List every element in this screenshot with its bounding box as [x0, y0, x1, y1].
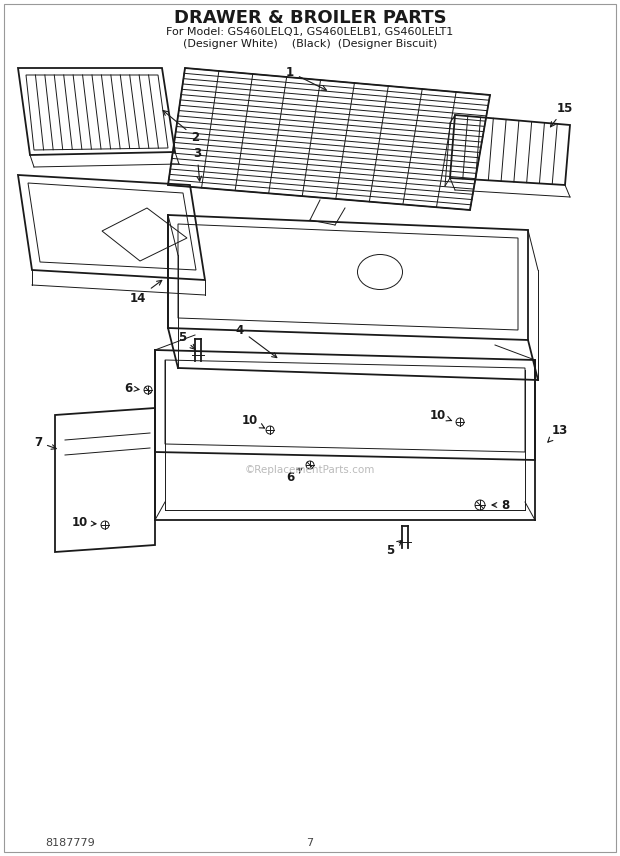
Text: 6: 6	[286, 468, 302, 484]
Text: 6: 6	[124, 382, 139, 395]
Text: 10: 10	[72, 516, 96, 530]
Text: 15: 15	[551, 102, 573, 127]
Text: 7: 7	[306, 838, 314, 848]
Text: 14: 14	[130, 281, 162, 305]
Text: 3: 3	[193, 146, 202, 181]
Text: 4: 4	[236, 324, 277, 358]
Text: 8187779: 8187779	[45, 838, 95, 848]
Text: 2: 2	[163, 110, 199, 144]
Text: 1: 1	[286, 66, 326, 90]
Text: 7: 7	[34, 436, 56, 449]
Text: ©ReplacementParts.com: ©ReplacementParts.com	[245, 465, 375, 475]
Text: 5: 5	[178, 330, 195, 349]
Text: 5: 5	[386, 540, 402, 556]
Text: 8: 8	[492, 498, 509, 512]
Text: 13: 13	[548, 424, 568, 443]
Text: 10: 10	[242, 413, 265, 428]
Text: (Designer White)    (Black)  (Designer Biscuit): (Designer White) (Black) (Designer Biscu…	[183, 39, 437, 49]
Text: For Model: GS460LELQ1, GS460LELB1, GS460LELT1: For Model: GS460LELQ1, GS460LELB1, GS460…	[166, 27, 454, 37]
Text: DRAWER & BROILER PARTS: DRAWER & BROILER PARTS	[174, 9, 446, 27]
Text: 10: 10	[430, 408, 452, 421]
